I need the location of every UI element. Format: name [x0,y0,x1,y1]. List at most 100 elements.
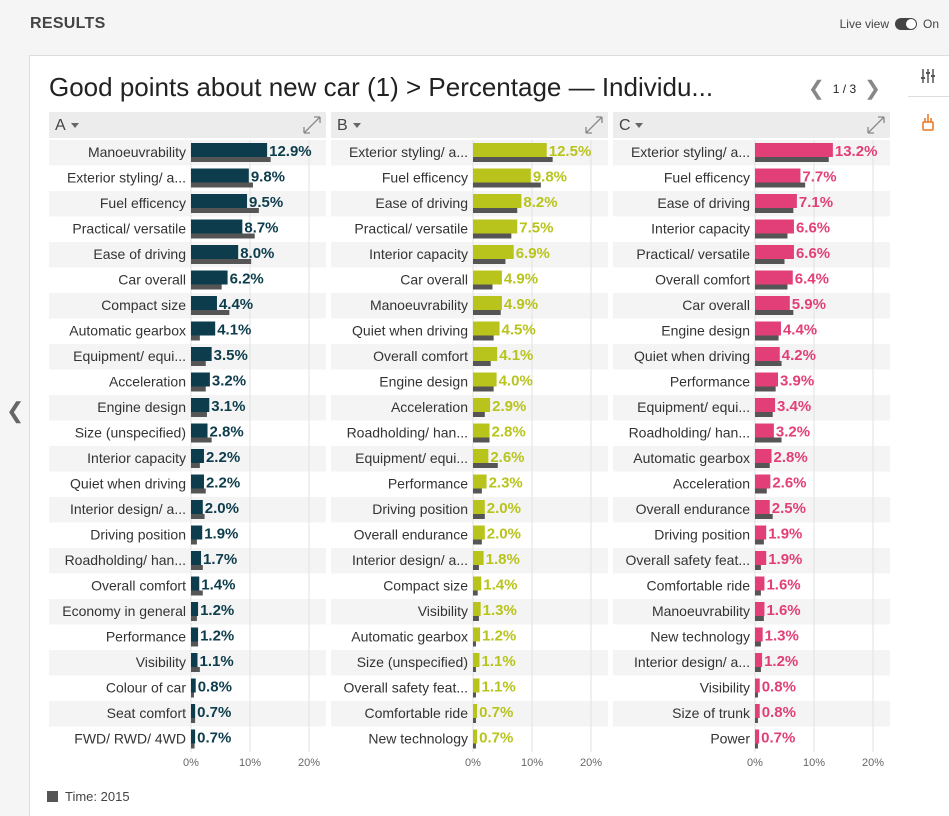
compare-bar[interactable] [755,310,794,315]
bar[interactable] [191,551,202,565]
compare-bar[interactable] [191,463,200,468]
bar[interactable] [473,449,489,463]
compare-bar[interactable] [755,335,779,341]
chart-name[interactable]: A [55,117,66,134]
compare-bar[interactable] [191,310,230,315]
bar[interactable] [191,321,216,336]
bar[interactable] [755,245,794,259]
compare-bar[interactable] [473,463,498,468]
compare-bar[interactable] [191,565,203,570]
compare-bar[interactable] [755,463,770,468]
compare-bar[interactable] [191,488,206,494]
compare-bar[interactable] [755,718,758,723]
bar[interactable] [755,729,760,744]
bar[interactable] [473,296,502,310]
bar[interactable] [191,296,217,310]
compare-bar[interactable] [473,284,493,290]
compare-bar[interactable] [473,182,541,188]
bar[interactable] [191,245,239,259]
compare-bar[interactable] [473,412,485,417]
bar[interactable] [755,602,765,616]
bar[interactable] [191,525,203,540]
compare-bar[interactable] [755,208,794,213]
expand-icon[interactable] [303,116,321,134]
compare-bar[interactable] [755,514,773,519]
chart-name[interactable]: C [619,117,631,134]
bar[interactable] [473,347,498,361]
bar[interactable] [755,219,794,234]
bar[interactable] [755,653,763,667]
bar[interactable] [191,270,228,285]
bar[interactable] [473,500,485,514]
bar[interactable] [191,143,268,157]
sliders-icon[interactable] [918,66,938,86]
bar[interactable] [473,678,480,693]
live-view-toggle[interactable] [894,18,917,30]
compare-bar[interactable] [755,437,782,443]
bar[interactable] [191,347,212,361]
bar[interactable] [473,653,480,667]
bar[interactable] [473,704,478,718]
compare-bar[interactable] [191,335,200,341]
bar[interactable] [191,194,248,208]
bar[interactable] [755,321,781,336]
compare-bar[interactable] [191,514,205,519]
bar[interactable] [191,474,204,489]
expand-icon[interactable] [585,116,603,134]
compare-bar[interactable] [473,233,512,239]
compare-bar[interactable] [191,157,271,162]
compare-bar[interactable] [755,157,829,162]
compare-bar[interactable] [473,565,479,570]
bar[interactable] [191,449,204,463]
bar[interactable] [473,729,478,744]
compare-bar[interactable] [191,718,196,723]
compare-bar[interactable] [191,590,203,596]
compare-bar[interactable] [755,233,788,239]
compare-bar[interactable] [191,208,259,213]
bar[interactable] [473,474,487,489]
bar[interactable] [755,168,801,183]
bar[interactable] [755,423,774,438]
bar[interactable] [191,678,196,693]
chart-name[interactable]: B [337,117,348,134]
compare-bar[interactable] [473,667,476,672]
bar[interactable] [473,219,518,234]
compare-bar[interactable] [755,590,761,596]
compare-bar[interactable] [755,488,767,494]
bar[interactable] [755,194,797,208]
bar[interactable] [473,245,514,259]
compare-bar[interactable] [191,641,199,647]
bar[interactable] [191,398,210,412]
bar[interactable] [473,423,490,438]
bar[interactable] [191,500,203,514]
bar[interactable] [755,143,833,157]
compare-bar[interactable] [473,259,506,264]
bar[interactable] [755,398,776,412]
compare-bar[interactable] [755,182,806,188]
compare-bar[interactable] [191,361,206,366]
bar[interactable] [191,729,196,744]
bar[interactable] [473,602,481,616]
bar[interactable] [473,270,502,285]
compare-bar[interactable] [755,692,758,698]
compare-bar[interactable] [473,310,501,315]
compare-bar[interactable] [755,565,761,570]
compare-bar[interactable] [191,386,206,392]
compare-bar[interactable] [755,386,776,392]
compare-bar[interactable] [755,284,788,290]
compare-bar[interactable] [191,259,252,264]
bar[interactable] [755,474,771,489]
bar[interactable] [473,576,482,591]
compare-bar[interactable] [191,284,222,290]
compare-bar[interactable] [473,335,494,341]
compare-bar[interactable] [473,514,485,519]
bar[interactable] [191,653,198,667]
bar[interactable] [755,449,772,463]
bar[interactable] [191,704,196,718]
compare-bar[interactable] [191,667,200,672]
chevron-down-icon[interactable] [635,123,643,128]
compare-bar[interactable] [473,539,482,545]
bar[interactable] [755,270,793,285]
bar[interactable] [191,219,243,234]
compare-bar[interactable] [191,743,195,749]
